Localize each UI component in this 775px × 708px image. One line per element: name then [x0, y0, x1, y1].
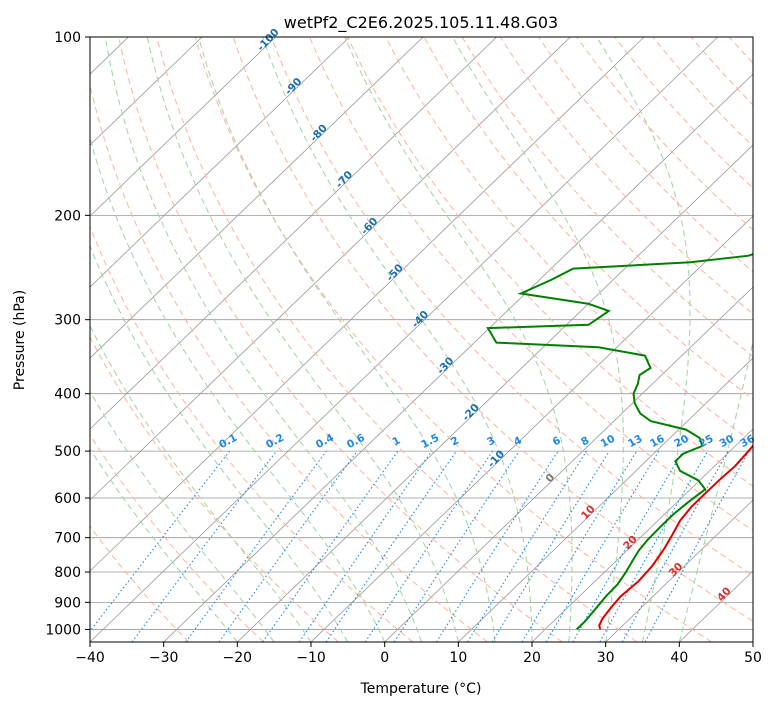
moist-adiabat	[262, 37, 533, 642]
mixing-ratio-line	[262, 450, 399, 642]
y-tick-label: 900	[54, 595, 81, 611]
dry-adiabat	[90, 82, 488, 642]
isotherm-line	[458, 357, 753, 642]
mixing-ratio-line	[131, 450, 277, 642]
plot-frame	[89, 36, 754, 643]
x-tick-label: 30	[597, 650, 615, 666]
isotherm-line	[237, 144, 753, 642]
isotherm-line	[90, 37, 203, 146]
y-tick-label: 700	[54, 531, 81, 547]
y-tick-label: 500	[54, 444, 81, 460]
plot-background	[90, 37, 753, 642]
isotherm-line	[384, 286, 753, 642]
y-tick-label: 600	[54, 491, 81, 507]
isotherm-line	[531, 428, 753, 642]
moist-adiabat	[90, 136, 386, 642]
y-tick-label: 400	[54, 387, 81, 403]
x-tick-label: −30	[149, 650, 179, 666]
dewpoint-line	[486, 253, 753, 631]
x-axis-ticks: −40 −30 −20 −10 0 10 20 30 40 50	[75, 642, 762, 666]
moist-adiabat	[90, 244, 349, 642]
x-tick-label: −40	[75, 650, 105, 666]
background-lines	[90, 37, 775, 642]
moist-adiabat	[90, 324, 312, 642]
y-axis-title: Pressure (hPa)	[12, 290, 28, 390]
moist-adiabat	[452, 37, 624, 642]
moist-adiabat	[146, 37, 459, 642]
mixing-ratio-line	[218, 450, 358, 642]
x-axis-title: Temperature (°C)	[360, 681, 482, 697]
mixing-ratio-line	[491, 450, 610, 642]
dry-adiabat	[156, 37, 638, 642]
dry-adiabat	[767, 37, 775, 642]
x-tick-label: 50	[744, 650, 762, 666]
isotherm-line	[752, 641, 753, 642]
isotherm-line	[90, 37, 571, 501]
mixing-ratio-line	[435, 450, 559, 642]
isotherm-line	[90, 37, 277, 217]
dry-adiabat	[90, 225, 414, 642]
x-tick-label: 20	[523, 650, 541, 666]
x-tick-label: 10	[449, 650, 467, 666]
isotherm-line	[90, 37, 719, 642]
moist-adiabat	[596, 37, 691, 642]
x-tick-label: 0	[380, 650, 389, 666]
mixing-ratio-line	[185, 450, 327, 642]
moist-adiabat	[344, 37, 573, 642]
mixing-ratio-line	[393, 450, 520, 642]
chart-title: wetPf2_C2E6.2025.105.11.48.G03	[284, 13, 558, 33]
y-tick-label: 100	[54, 30, 81, 46]
mixing-ratio-line	[644, 450, 750, 642]
y-tick-label: 800	[54, 565, 81, 581]
mixing-ratio-line	[599, 450, 709, 642]
isotherm-line	[90, 37, 498, 430]
y-tick-label: 300	[54, 313, 81, 329]
moist-adiabat	[90, 448, 238, 642]
temperature-line	[598, 444, 753, 630]
moist-adiabat	[104, 37, 422, 642]
isotherm-line	[605, 499, 753, 642]
y-axis-ticks: 100 200 300 400 500 600 700 800 900 1000	[45, 30, 90, 638]
mixing-ratio-line	[325, 450, 457, 642]
data-series	[486, 253, 753, 631]
moist-adiabat	[90, 390, 275, 642]
y-tick-label: 1000	[45, 622, 81, 638]
dry-adiabat	[90, 335, 339, 642]
dry-adiabat	[194, 37, 712, 642]
isotherm-line	[90, 37, 350, 288]
moist-adiabat	[678, 339, 753, 642]
x-tick-label: 40	[670, 650, 688, 666]
x-tick-label: −20	[223, 650, 253, 666]
isotherm-line	[163, 73, 753, 642]
mixing-ratio-line	[364, 450, 494, 642]
isotherm-line	[90, 37, 645, 572]
dry-adiabat	[118, 37, 563, 642]
isotherm-line	[90, 37, 424, 359]
moist-adiabat	[198, 37, 496, 642]
mixing-ratio-line	[298, 450, 433, 642]
y-tick-label: 200	[54, 208, 81, 224]
x-tick-label: −10	[296, 650, 326, 666]
